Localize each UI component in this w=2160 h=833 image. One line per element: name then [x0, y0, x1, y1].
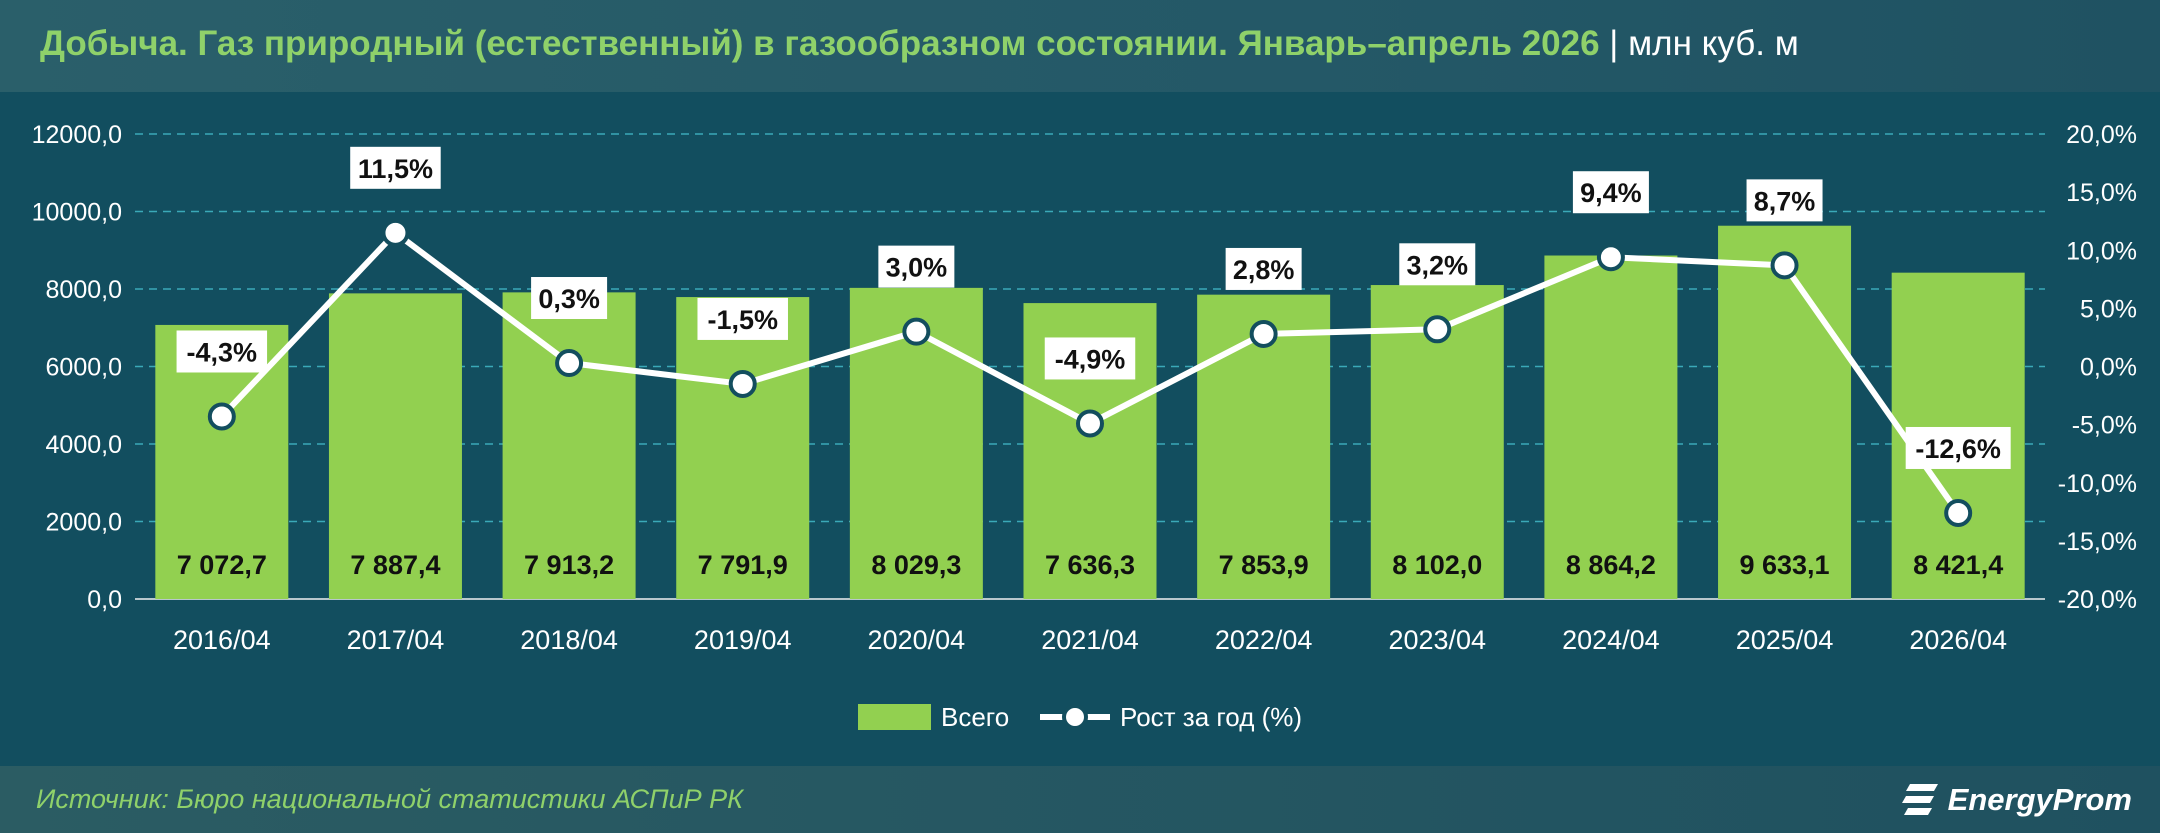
combo-chart: 0,0 2000,0 4000,0 6000,0 8000,0 10000,0 12000,…	[32, 121, 2137, 732]
left-axis-tick-label: 12000,0	[32, 121, 122, 149]
brand-name: EnergyProm	[1947, 782, 2132, 817]
right-axis-tick-label: 10,0%	[2066, 237, 2137, 265]
growth-label-box	[878, 245, 955, 288]
bar-value-label: 9 633,1	[1739, 550, 1829, 580]
chart-area: 0,0 2000,0 4000,0 6000,0 8000,0 10000,0 12000,…	[0, 92, 2160, 766]
growth-label-box	[1225, 247, 1302, 290]
x-axis-tick-label: 2022/04	[1215, 625, 1313, 655]
bar-value-label: 7 072,7	[177, 550, 267, 580]
x-axis-tick-label: 2024/04	[1562, 625, 1660, 655]
growth-value-label: 9,4%	[1580, 178, 1642, 208]
growth-point	[1076, 409, 1104, 438]
growth-label-box	[176, 330, 268, 373]
chart-unit: | млн куб. м	[1599, 24, 1799, 63]
legend-bar-label: Всего	[941, 702, 1009, 732]
growth-point	[207, 402, 236, 431]
growth-point	[728, 369, 757, 398]
growth-value-label: 11,5%	[358, 154, 433, 184]
right-axis-tick-label: -10,0%	[2058, 470, 2137, 498]
x-axis-tick-label: 2021/04	[1041, 625, 1139, 655]
growth-value-label: 8,7%	[1754, 186, 1816, 216]
growth-label-box	[697, 297, 788, 340]
right-axis-tick-label: 5,0%	[2080, 295, 2137, 323]
x-axis-tick-label: 2019/04	[694, 625, 792, 655]
right-axis-tick-label: 20,0%	[2066, 121, 2137, 149]
left-axis-tick-label: 0,0	[87, 586, 122, 614]
growth-label-box	[1905, 426, 2011, 469]
bar-value-label: 8 864,2	[1566, 550, 1656, 580]
brand-logo: EnergyProm	[1900, 780, 2132, 820]
x-axis-tick-label: 2016/04	[173, 625, 271, 655]
chart-title: Добыча. Газ природный (естественный) в г…	[40, 24, 1799, 64]
growth-point	[1423, 315, 1452, 344]
growth-value-label: 3,0%	[886, 253, 948, 283]
energyprom-logo-icon	[1901, 784, 1938, 815]
x-axis-tick-label: 2023/04	[1388, 625, 1486, 655]
growth-label-box	[1044, 337, 1136, 380]
x-axis-tick-label: 2017/04	[347, 625, 445, 655]
source-note: Источник: Бюро национальной статистики А…	[36, 784, 744, 814]
x-axis-tick-label: 2026/04	[1909, 625, 2007, 655]
chart-title-text: Добыча. Газ природный (естественный) в г…	[40, 24, 1600, 63]
bar	[676, 297, 810, 599]
right-axis-tick-label: -15,0%	[2058, 528, 2137, 556]
bar-value-label: 7 887,4	[350, 550, 440, 580]
right-axis-tick-label: -20,0%	[2058, 586, 2137, 614]
bar-value-label: 8 421,4	[1913, 550, 2003, 580]
growth-point	[1770, 251, 1799, 280]
bar	[502, 292, 636, 599]
growth-label-box	[531, 277, 608, 320]
growth-point	[555, 349, 584, 378]
bar	[1718, 225, 1852, 599]
left-axis-tick-label: 2000,0	[46, 509, 122, 537]
left-axis-tick-label: 10000,0	[32, 199, 122, 227]
legend-line-marker	[1062, 704, 1088, 730]
growth-label-box	[1572, 171, 1649, 214]
legend-bar-swatch	[858, 704, 931, 730]
x-axis-tick-label: 2018/04	[520, 625, 618, 655]
bar	[1544, 255, 1678, 599]
right-axis-tick-label: 0,0%	[2080, 354, 2137, 382]
growth-value-label: 3,2%	[1406, 250, 1468, 280]
footer: Источник: Бюро национальной статистики А…	[0, 766, 2160, 833]
bar-value-label: 8 102,0	[1392, 550, 1482, 580]
right-axis-tick-label: -5,0%	[2072, 412, 2137, 440]
growth-label-box	[350, 146, 441, 189]
growth-value-label: 2,8%	[1233, 255, 1295, 285]
growth-value-label: -4,9%	[1055, 344, 1126, 374]
growth-value-label: -4,3%	[187, 337, 258, 367]
growth-label-box	[1399, 243, 1476, 286]
growth-point	[902, 317, 931, 346]
growth-value-label: -12,6%	[1915, 434, 2001, 464]
bar	[328, 293, 462, 599]
bar-value-label: 8 029,3	[871, 550, 961, 580]
bar-value-label: 7 791,9	[698, 550, 788, 580]
growth-point	[1944, 498, 1973, 527]
growth-point	[381, 218, 410, 247]
left-axis-tick-label: 8000,0	[46, 276, 122, 304]
x-axis-tick-label: 2025/04	[1736, 625, 1834, 655]
bar-value-label: 7 636,3	[1045, 550, 1135, 580]
growth-value-label: 0,3%	[538, 284, 600, 314]
header: Добыча. Газ природный (естественный) в г…	[0, 0, 2160, 92]
growth-point	[1596, 243, 1625, 272]
x-axis-tick-label: 2020/04	[868, 625, 966, 655]
bar-value-label: 7 913,2	[524, 550, 614, 580]
growth-value-label: -1,5%	[707, 305, 778, 335]
legend-line-label: Рост за год (%)	[1120, 702, 1302, 732]
left-axis-tick-label: 4000,0	[46, 431, 122, 459]
bar-value-label: 7 853,9	[1219, 550, 1309, 580]
left-axis-tick-label: 6000,0	[46, 354, 122, 382]
growth-label-box	[1746, 179, 1823, 222]
growth-point	[1249, 319, 1278, 348]
right-axis-tick-label: 15,0%	[2066, 179, 2137, 207]
